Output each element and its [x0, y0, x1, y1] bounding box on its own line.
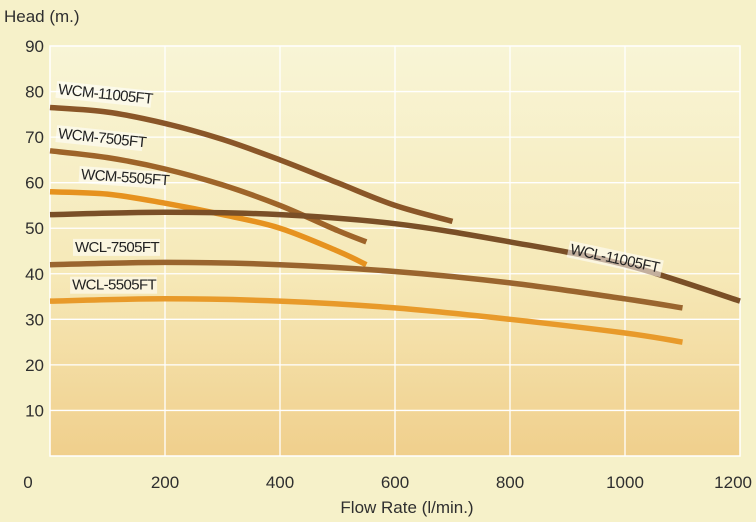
x-axis-title: Flow Rate (l/min.) [340, 498, 473, 517]
y-tick-label: 60 [25, 174, 44, 193]
series-label: WCL-7505FT [75, 239, 159, 256]
curve-label-group: WCL-7505FT [73, 238, 160, 256]
y-tick-label: 70 [25, 128, 44, 147]
series-label: WCM-5505FT [81, 166, 171, 189]
x-tick-label: 400 [266, 473, 294, 492]
label-backdrop [55, 80, 153, 108]
y-tick-label: 90 [25, 37, 44, 56]
x-tick-label: 1200 [714, 473, 752, 492]
y-tick-label: 30 [25, 310, 44, 329]
y-axis-title: Head (m.) [4, 7, 80, 26]
label-backdrop [566, 240, 664, 278]
x-tick-label: 800 [496, 473, 524, 492]
x-tick-label: 1000 [606, 473, 644, 492]
y-axis-ticks: 10 20 30 40 50 60 70 80 90 [25, 37, 44, 420]
series-label: WCL-5505FT [72, 277, 156, 294]
x-tick-label: 600 [381, 473, 409, 492]
curve-label-group: WCM-5505FT [78, 166, 171, 190]
x-tick-label: 0 [23, 473, 32, 492]
y-tick-label: 80 [25, 83, 44, 102]
curve-wcm-7505ft [49, 148, 368, 245]
label-backdrop [70, 276, 158, 294]
y-tick-label: 40 [25, 265, 44, 284]
label-backdrop [73, 238, 160, 256]
y-tick-label: 10 [25, 401, 44, 420]
curve-wcl-7505ft [49, 259, 683, 311]
label-backdrop [78, 166, 167, 190]
x-axis-ticks: 0 200 400 600 800 1000 1200 [23, 473, 752, 492]
curve-wcl-5505ft [49, 296, 683, 345]
y-tick-label: 20 [25, 356, 44, 375]
curve-label-group: WCL-5505FT [70, 276, 158, 294]
x-tick-label: 200 [151, 473, 179, 492]
label-backdrop [55, 125, 144, 152]
y-tick-label: 50 [25, 219, 44, 238]
curve-wcm-11005ft [49, 104, 454, 225]
